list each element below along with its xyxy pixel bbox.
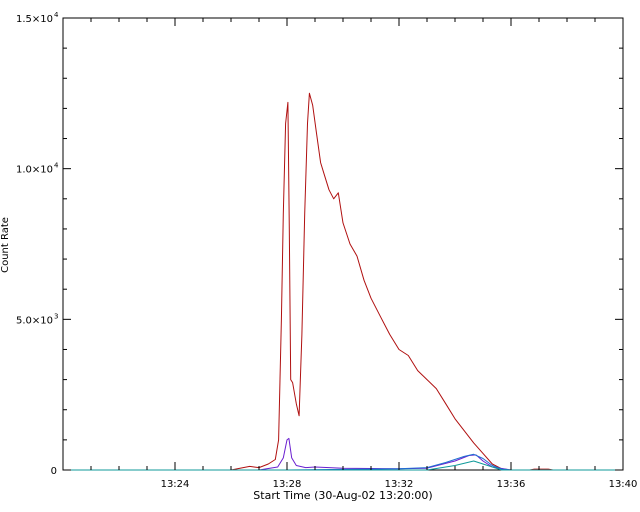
series-layer: [63, 92, 623, 471]
x-tick-label: 13:24: [161, 479, 190, 490]
y-tick-exponent: 3: [54, 312, 58, 320]
x-axis-label: Start Time (30-Aug-02 13:20:00): [253, 489, 432, 502]
y-tick-exponent: 4: [54, 11, 59, 19]
y-axis-label: Count Rate: [0, 217, 11, 273]
x-axis: 13:24 13:28 13:32 13:36 13:40: [62, 18, 638, 490]
y-tick-label: 1.0×10: [16, 165, 53, 176]
series-line-1: [63, 92, 623, 471]
y-tick-label: 1.5×10: [16, 14, 53, 25]
x-tick-label: 13:28: [273, 479, 302, 490]
y-tick-label: 5.0×10: [16, 315, 53, 326]
y-tick-label: 0: [51, 466, 57, 477]
x-tick-label: 13:32: [385, 479, 414, 490]
y-tick-exponent: 4: [54, 162, 59, 170]
y-axis: 05.0×10 31.0×10 41.5×10 4: [16, 11, 623, 477]
x-tick-label: 13:36: [497, 479, 526, 490]
x-tick-label: 13:40: [609, 479, 638, 490]
plot-frame: [62, 17, 624, 471]
series-line-2: [63, 437, 623, 471]
